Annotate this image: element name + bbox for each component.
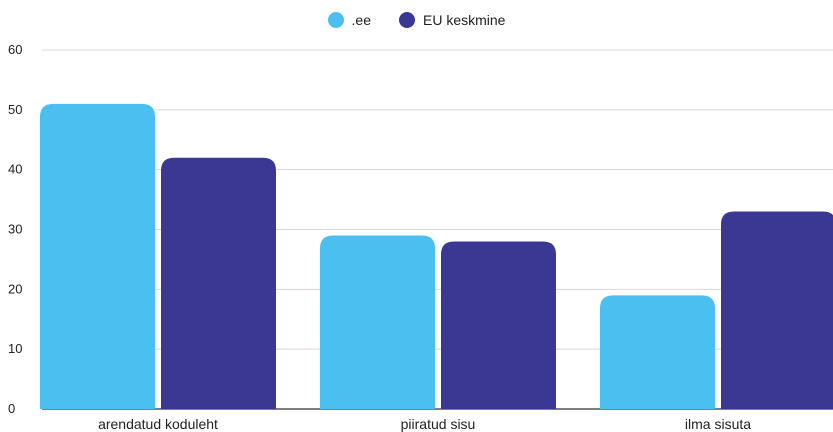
bar-eu-0 xyxy=(161,157,276,409)
y-tick-label: 0 xyxy=(8,401,15,416)
bar-eu-2 xyxy=(721,211,833,409)
x-category-label: arendatud koduleht xyxy=(98,416,218,432)
bar-ee-1 xyxy=(320,235,435,409)
legend-label-ee: .ee xyxy=(351,12,371,28)
legend-swatch-ee xyxy=(327,12,344,28)
x-category-label: ilma sisuta xyxy=(685,416,751,432)
bar-ee-0 xyxy=(40,103,155,409)
bar-ee-2 xyxy=(600,295,715,409)
y-tick-label: 30 xyxy=(8,222,22,237)
y-tick-label: 40 xyxy=(8,162,22,177)
legend-item-eu: EU keskmine xyxy=(399,12,505,28)
bar-eu-1 xyxy=(441,241,556,409)
y-tick-label: 50 xyxy=(8,102,22,117)
legend-label-eu: EU keskmine xyxy=(423,12,506,28)
x-category-label: piiratud sisu xyxy=(401,416,476,432)
legend-item-ee: .ee xyxy=(327,12,371,28)
chart-legend: .ee EU keskmine xyxy=(0,12,833,28)
y-tick-label: 20 xyxy=(8,281,22,296)
y-tick-label: 60 xyxy=(8,42,22,57)
legend-swatch-eu xyxy=(399,12,415,28)
y-tick-label: 10 xyxy=(8,341,22,356)
